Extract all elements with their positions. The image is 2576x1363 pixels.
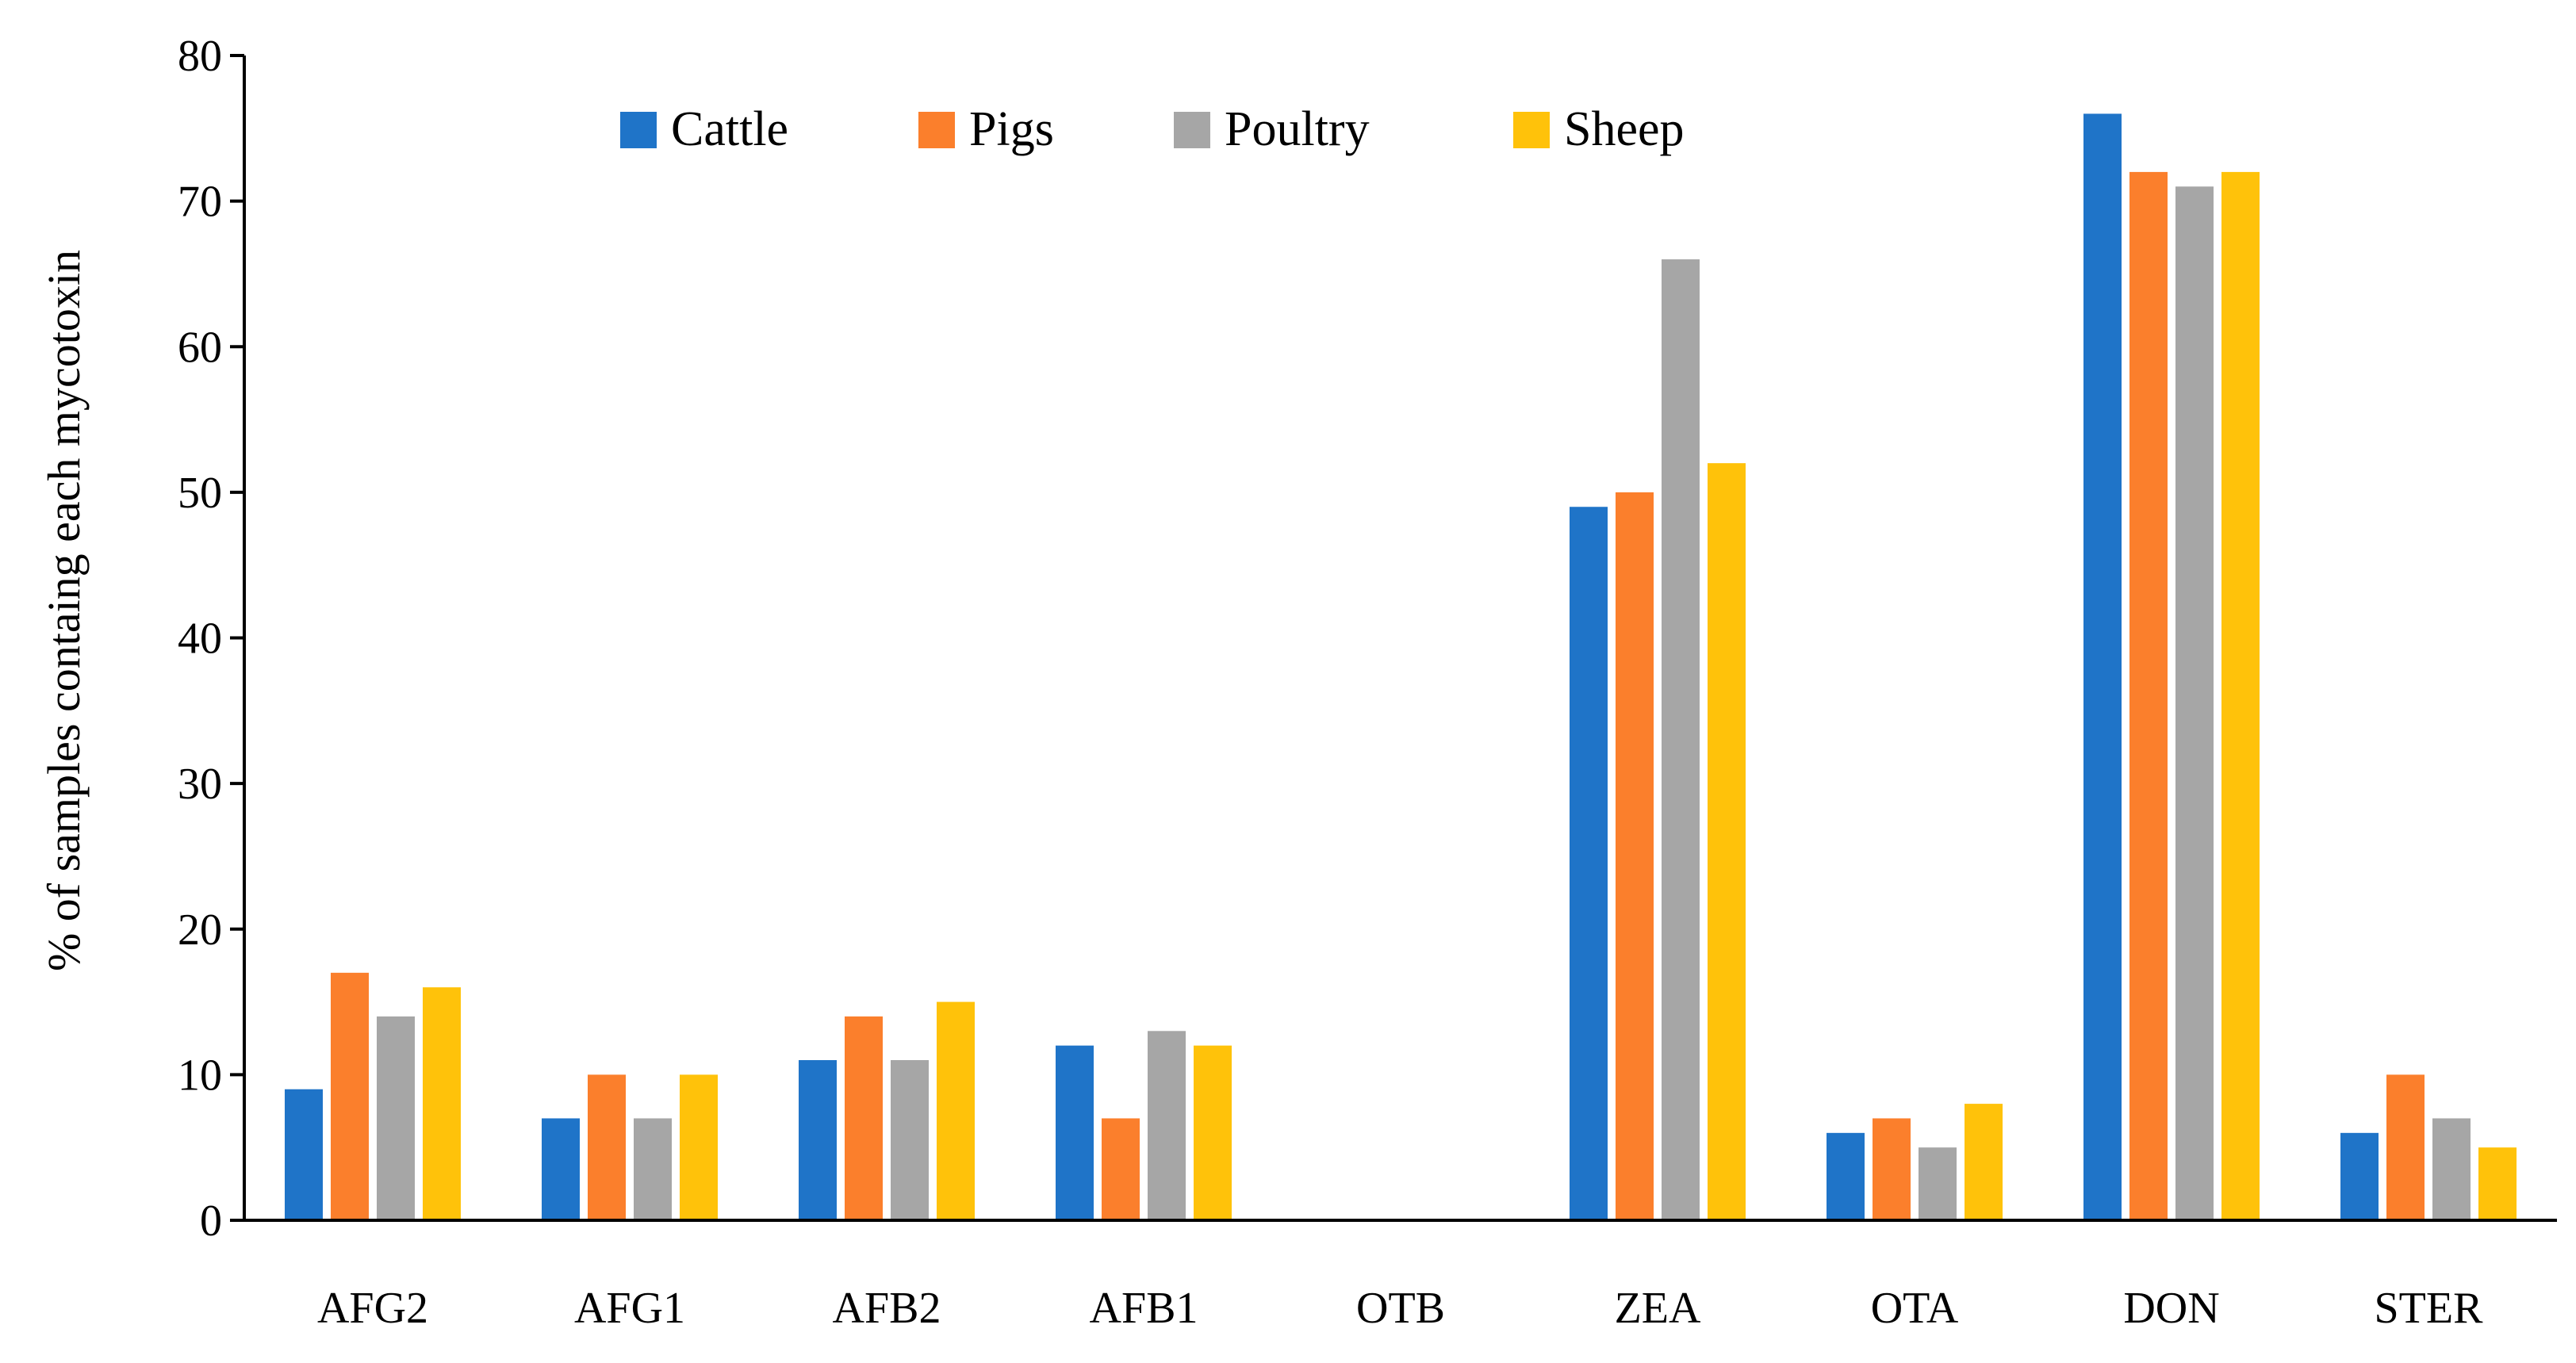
x-tick-label: STER (2375, 1284, 2484, 1333)
legend-swatch-poultry (1174, 112, 1210, 148)
bar-poultry-zea (1662, 259, 1700, 1221)
legend: Cattle Pigs Poultry Sheep (620, 102, 1685, 156)
bar-poultry-afb1 (1148, 1031, 1186, 1220)
bar-pigs-afb2 (845, 1016, 883, 1220)
y-tick-label: 50 (178, 469, 222, 518)
x-tick-label: OTB (1356, 1284, 1445, 1333)
x-tick-label: AFG1 (574, 1284, 685, 1333)
bar-sheep-ota (1965, 1104, 2003, 1220)
x-tick-label: ZEA (1615, 1284, 1701, 1333)
x-tick-label: OTA (1871, 1284, 1959, 1333)
bar-poultry-afb2 (891, 1060, 929, 1220)
bar-poultry-ster (2432, 1118, 2471, 1220)
x-tick-label: AFB2 (833, 1284, 941, 1333)
bar-poultry-afg2 (377, 1016, 415, 1220)
bar-pigs-ota (1873, 1118, 1911, 1220)
bar-sheep-afg1 (680, 1074, 718, 1220)
y-tick-label: 80 (178, 32, 222, 81)
legend-label-sheep: Sheep (1564, 102, 1685, 156)
bar-poultry-don (2175, 186, 2214, 1221)
bars (285, 113, 2517, 1221)
bar-pigs-afg1 (588, 1074, 626, 1220)
y-tick-label: 20 (178, 905, 222, 955)
bar-cattle-afb1 (1056, 1045, 1094, 1220)
bar-cattle-afg2 (285, 1089, 323, 1220)
bar-pigs-don (2129, 171, 2168, 1220)
bar-sheep-afb2 (937, 1001, 975, 1220)
y-ticks: 0 10 20 30 40 50 60 70 80 (178, 32, 244, 1246)
bar-cattle-zea (1570, 507, 1608, 1220)
bar-sheep-ster (2478, 1147, 2517, 1220)
x-tick-label: AFG2 (317, 1284, 428, 1333)
bar-pigs-afb1 (1102, 1118, 1140, 1220)
bar-pigs-zea (1616, 492, 1654, 1220)
bar-sheep-don (2221, 171, 2260, 1220)
bar-cattle-afb2 (799, 1060, 837, 1220)
legend-label-pigs: Pigs (969, 102, 1054, 156)
x-tick-label: DON (2123, 1284, 2219, 1333)
y-tick-label: 40 (178, 614, 222, 664)
x-ticks: AFG2 AFG1 AFB2 AFB1 OTB ZEA OTA DON STER (317, 1284, 2483, 1333)
legend-swatch-sheep (1513, 112, 1550, 148)
bar-sheep-zea (1708, 463, 1746, 1220)
y-tick-label: 0 (200, 1196, 222, 1246)
bar-poultry-ota (1919, 1147, 1957, 1220)
y-tick-label: 30 (178, 760, 222, 809)
bar-pigs-ster (2386, 1074, 2425, 1220)
legend-swatch-cattle (620, 112, 657, 148)
bar-pigs-afg2 (331, 972, 369, 1220)
legend-swatch-pigs (918, 112, 955, 148)
legend-label-poultry: Poultry (1225, 102, 1370, 156)
bar-sheep-afg2 (423, 987, 461, 1220)
y-axis-title: % of samples containg each mycotoxin (38, 250, 90, 971)
bar-sheep-afb1 (1194, 1045, 1232, 1220)
y-axis-title-group: % of samples containg each mycotoxin (38, 250, 90, 971)
bar-poultry-afg1 (634, 1118, 672, 1220)
bar-cattle-ota (1827, 1132, 1865, 1220)
bar-cattle-don (2083, 113, 2122, 1221)
legend-label-cattle: Cattle (671, 102, 788, 156)
y-tick-label: 70 (178, 178, 222, 227)
bar-cattle-ster (2340, 1132, 2379, 1220)
bar-cattle-afg1 (542, 1118, 580, 1220)
y-tick-label: 60 (178, 323, 222, 372)
y-tick-label: 10 (178, 1051, 222, 1100)
x-tick-label: AFB1 (1090, 1284, 1198, 1333)
